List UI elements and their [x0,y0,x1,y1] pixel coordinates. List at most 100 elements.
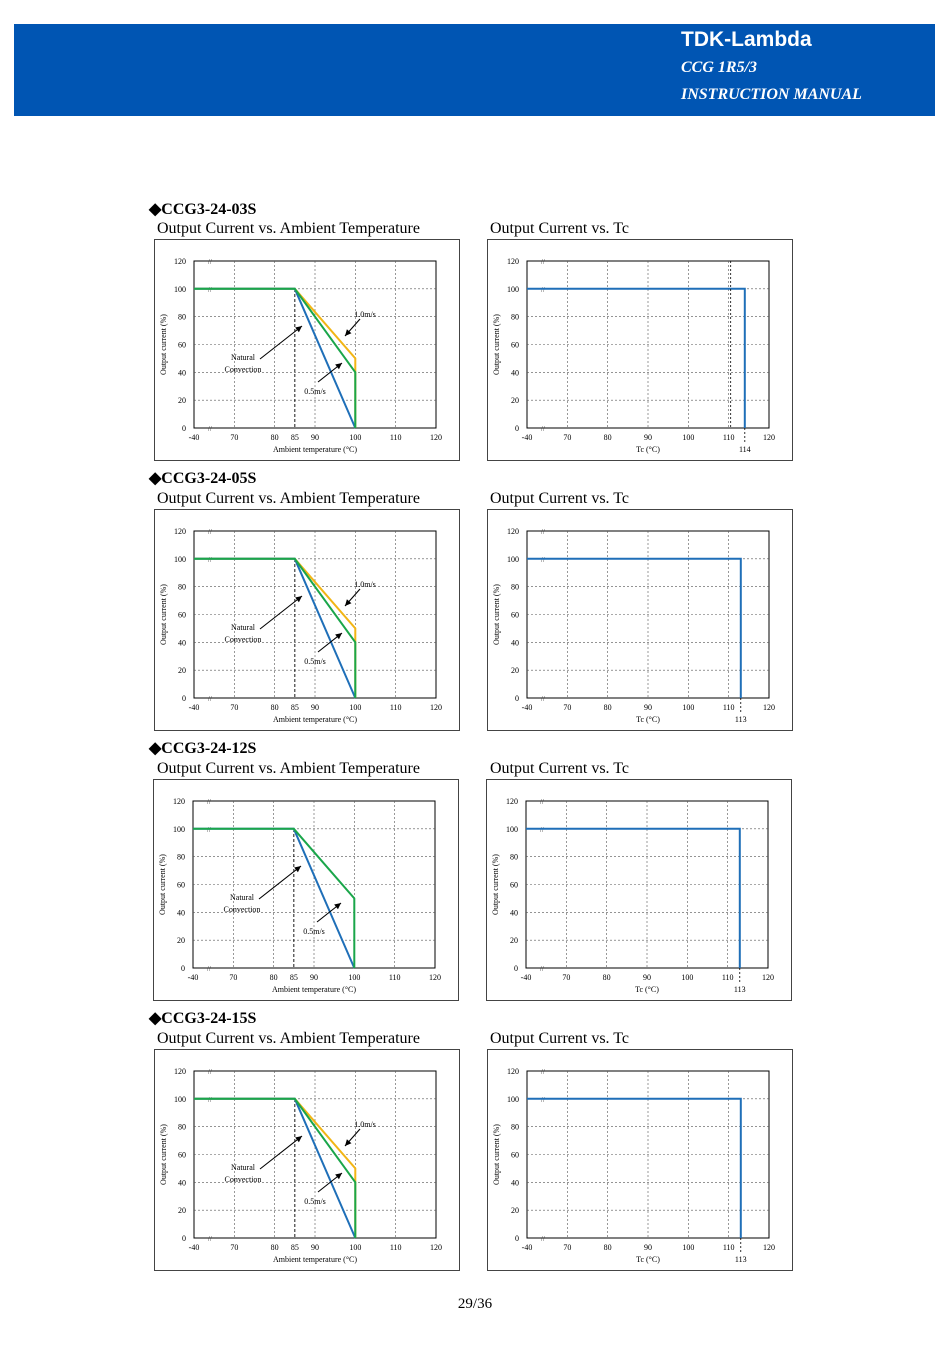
y-tick-label: 60 [178,341,186,350]
axis-break-icon: // [208,286,212,294]
y-tick-label: 80 [511,583,519,592]
data-series-line [527,1097,742,1238]
x-tick-label: 120 [430,1243,442,1252]
y-tick-label: 60 [510,881,518,890]
annotation-arrow-head [335,1173,342,1180]
x-tick-label: 70 [230,433,238,442]
y-tick-label: 120 [507,257,519,266]
axis-break-icon: // [208,425,212,433]
x-tick-label: 100 [349,1243,361,1252]
annotation-natural-convection-label: Natural [231,1163,256,1172]
x-tick-label: -40 [188,973,199,982]
x-tick-label: 100 [349,433,361,442]
axis-break-icon: // [208,1235,212,1243]
x-tick-label: 80 [271,703,279,712]
data-series-line [527,287,746,428]
x-tick-label: 120 [430,433,442,442]
x-axis-title: Tc (°C) [636,1255,660,1264]
y-tick-label: 0 [182,1234,186,1243]
axis-break-icon: // [541,1068,545,1076]
y-tick-label: 20 [178,1206,186,1215]
y-tick-label: 100 [173,825,185,834]
y-tick-label: 80 [177,853,185,862]
y-tick-label: 100 [507,555,519,564]
x-tick-label: 110 [723,1243,735,1252]
x-tick-label: -40 [189,703,200,712]
limit-label: 113 [735,715,747,724]
tc-chart: // // // 0 20 40 60 80 100 120 -40 70 80 90 100 110 120 T… [487,239,793,461]
annotation-arrow-head [335,363,342,370]
axis-break-icon: // [541,286,545,294]
x-tick-label: 90 [311,703,319,712]
annotation-0-5ms-label: 0.5m/s [304,387,326,396]
y-tick-label: 120 [506,797,518,806]
limit-label: 114 [739,445,751,454]
axis-break-icon: // [207,965,211,973]
annotation-natural-convection-label: Convection [225,365,262,374]
axis-break-icon: // [208,556,212,564]
x-tick-label: -40 [522,433,533,442]
y-tick-label: 0 [182,424,186,433]
annotation-arrow-head [295,326,302,333]
y-tick-label: 0 [182,694,186,703]
axis-break-icon: // [540,798,544,806]
chart-frame [154,1049,460,1271]
axis-break-icon: // [208,1096,212,1104]
annotation-1-0ms-label: 1.0m/s [354,1120,376,1129]
annotation-natural-convection-label: Natural [231,623,256,632]
annotation-0-5ms-label: 0.5m/s [304,657,326,666]
axis-break-icon: // [207,826,211,834]
y-tick-label: 60 [511,1151,519,1160]
x-tick-label: 90 [643,973,651,982]
x-axis-title: Ambient temperature (°C) [272,985,356,994]
x-axis-title: Tc (°C) [635,985,659,994]
y-axis-title: Output current (%) [491,854,500,915]
y-tick-label: 80 [178,313,186,322]
x-tick-label: 80 [603,973,611,982]
x-tick-label: 100 [682,433,694,442]
limit-label: 113 [734,985,746,994]
x-tick-label: 70 [563,433,571,442]
annotation-arrow-line [259,1135,303,1170]
y-axis-title: Output current (%) [492,314,501,375]
y-axis-title: Output current (%) [159,314,168,375]
y-tick-label: 100 [507,285,519,294]
axis-break-icon: // [541,556,545,564]
x-axis-title: Ambient temperature (°C) [273,1255,357,1264]
axis-break-icon: // [207,798,211,806]
x-tick-label: 90 [644,433,652,442]
data-series-line [194,1097,357,1238]
section-title: ◆CCG3-24-03S [149,201,257,218]
x-tick-label: 100 [682,703,694,712]
y-tick-label: 60 [178,1151,186,1160]
annotation-natural-convection-label: Natural [230,893,255,902]
annotation-arrow-line [259,325,303,360]
x-tick-label: 90 [644,703,652,712]
y-tick-label: 80 [510,853,518,862]
annotation-0-5ms-label: 0.5m/s [303,927,325,936]
data-series-line [527,557,742,698]
x-tick-label: 100 [682,1243,694,1252]
annotation-natural-convection-label: Convection [225,1175,262,1184]
x-tick-label: -40 [189,433,200,442]
x-axis-title: Ambient temperature (°C) [273,445,357,454]
y-tick-label: 0 [514,964,518,973]
annotation-arrow-line [259,595,303,630]
tc-chart: // // // 0 20 40 60 80 100 120 -40 70 80 90 100 110 120 T… [487,509,793,731]
y-tick-label: 20 [511,396,519,405]
annotation-arrow-line [258,865,302,900]
annotation-arrow-head [295,1136,302,1143]
y-tick-label: 0 [515,1234,519,1243]
chart-frame [487,239,793,461]
y-tick-label: 20 [511,666,519,675]
chart-frame [153,779,459,1001]
annotation-arrow-head [345,1139,352,1146]
annotation-natural-convection-label: Natural [231,353,256,362]
y-tick-label: 80 [178,1123,186,1132]
tc-chart-caption: Output Current vs. Tc [490,490,630,507]
x-tick-label: 120 [429,973,441,982]
x-tick-label: 70 [563,1243,571,1252]
annotation-0-5ms-label: 0.5m/s [304,1197,326,1206]
x-tick-label: 70 [562,973,570,982]
y-axis-title: Output current (%) [492,584,501,645]
